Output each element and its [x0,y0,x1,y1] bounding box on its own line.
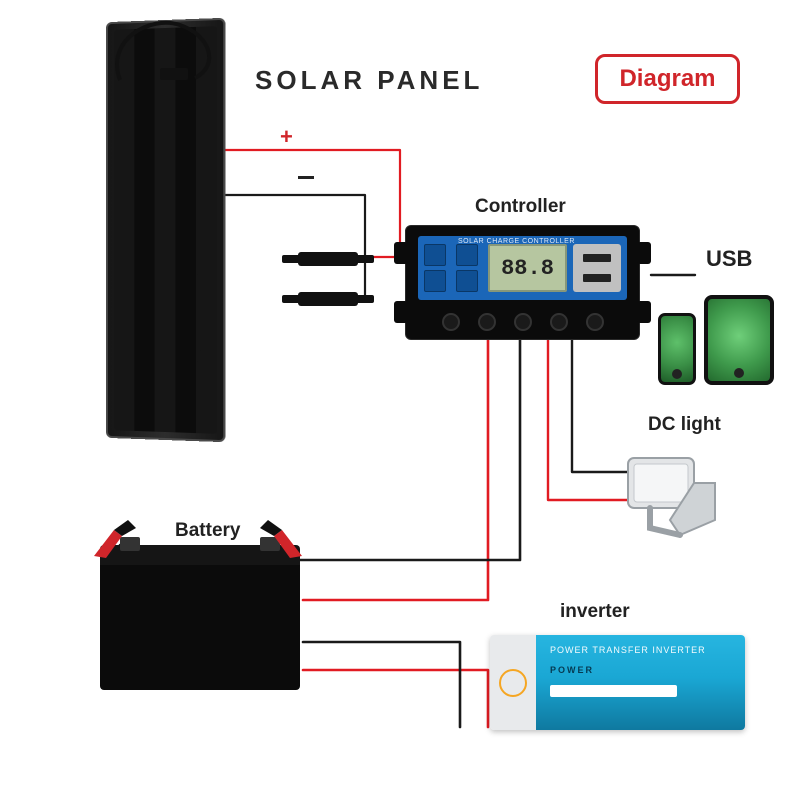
battery-clamp-black [252,518,308,562]
panel-cable [100,10,230,90]
controller-knobs [406,313,639,331]
battery [100,555,300,690]
label-battery: Battery [175,520,240,542]
inverter: POWER TRANSFER INVERTER POWER [490,635,745,730]
diagram-badge: Diagram [595,54,740,104]
inverter-line2: POWER [550,665,731,675]
mc4-connector [298,292,358,306]
mc4-connector [298,252,358,266]
controller-header: SOLAR CHARGE CONTROLLER [458,238,575,245]
usb-devices [658,295,774,385]
controller-lcd: 88.8 [488,244,567,292]
label-usb: USB [706,246,752,272]
label-dc-light: DC light [648,414,721,436]
diagram-canvas: SOLAR PANEL Diagram + SOLAR CHARGE CONTR… [0,0,800,800]
title: SOLAR PANEL [255,65,483,96]
phone-icon [658,313,696,385]
battery-clamp-red [88,518,144,562]
usb-ports-icon [573,244,621,292]
inverter-line1: POWER TRANSFER INVERTER [550,645,731,655]
tablet-icon [704,295,774,385]
charge-controller: SOLAR CHARGE CONTROLLER 88.8 [405,225,640,340]
label-inverter: inverter [560,601,630,623]
polarity-plus: + [280,124,293,150]
inverter-side [490,635,536,730]
dc-light-icon [620,450,730,540]
sine-icon [499,669,527,697]
label-controller: Controller [475,196,566,218]
polarity-minus [298,176,314,179]
